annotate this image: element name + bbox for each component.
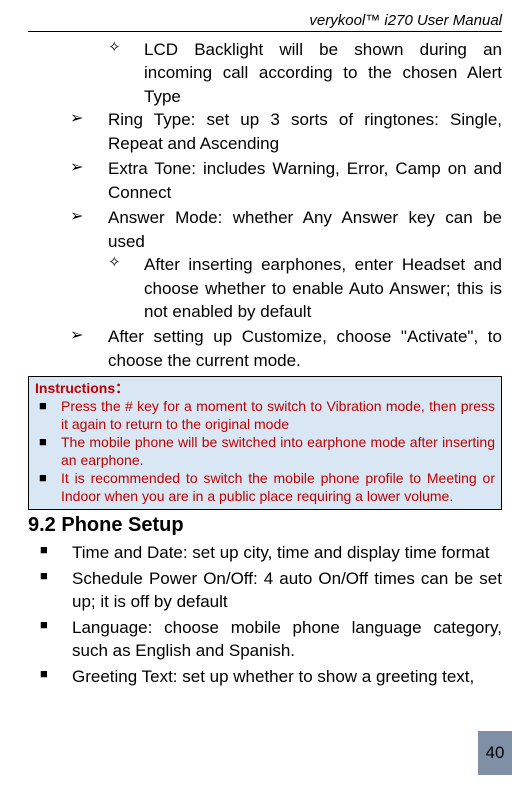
instructions-box: Instructions： Press the # key for a mome… xyxy=(28,376,502,509)
instructions-list: Press the # key for a moment to switch t… xyxy=(35,398,495,505)
section-item: Greeting Text: set up whether to show a … xyxy=(36,665,502,688)
diamond-item: LCD Backlight will be shown during an in… xyxy=(108,38,502,108)
section-heading: 9.2 Phone Setup xyxy=(28,512,502,540)
doc-header: verykool™ i270 User Manual xyxy=(28,12,502,32)
arrow-item: Extra Tone: includes Warning, Error, Cam… xyxy=(70,157,502,204)
section-item: Schedule Power On/Off: 4 auto On/Off tim… xyxy=(36,567,502,614)
diamond-item: After inserting earphones, enter Headset… xyxy=(108,253,502,323)
instructions-title: Instructions： xyxy=(35,380,495,398)
diamond-sublist: After inserting earphones, enter Headset… xyxy=(108,253,502,323)
arrow-item-text: Answer Mode: whether Any Answer key can … xyxy=(108,208,502,250)
instructions-item: The mobile phone will be switched into e… xyxy=(35,434,495,470)
arrow-list: Ring Type: set up 3 sorts of ringtones: … xyxy=(28,108,502,372)
section-item: Language: choose mobile phone language c… xyxy=(36,616,502,663)
instructions-item: Press the # key for a moment to switch t… xyxy=(35,398,495,434)
arrow-item: Ring Type: set up 3 sorts of ringtones: … xyxy=(70,108,502,155)
section-item: Time and Date: set up city, time and dis… xyxy=(36,541,502,564)
arrow-item: After setting up Customize, choose "Acti… xyxy=(70,325,502,372)
section-list: Time and Date: set up city, time and dis… xyxy=(28,541,502,688)
arrow-item: Answer Mode: whether Any Answer key can … xyxy=(70,206,502,323)
first-diamond-list: LCD Backlight will be shown during an in… xyxy=(28,38,502,108)
main-content: LCD Backlight will be shown during an in… xyxy=(28,38,502,688)
page-number: 40 xyxy=(478,731,512,775)
instructions-item: It is recommended to switch the mobile p… xyxy=(35,470,495,506)
